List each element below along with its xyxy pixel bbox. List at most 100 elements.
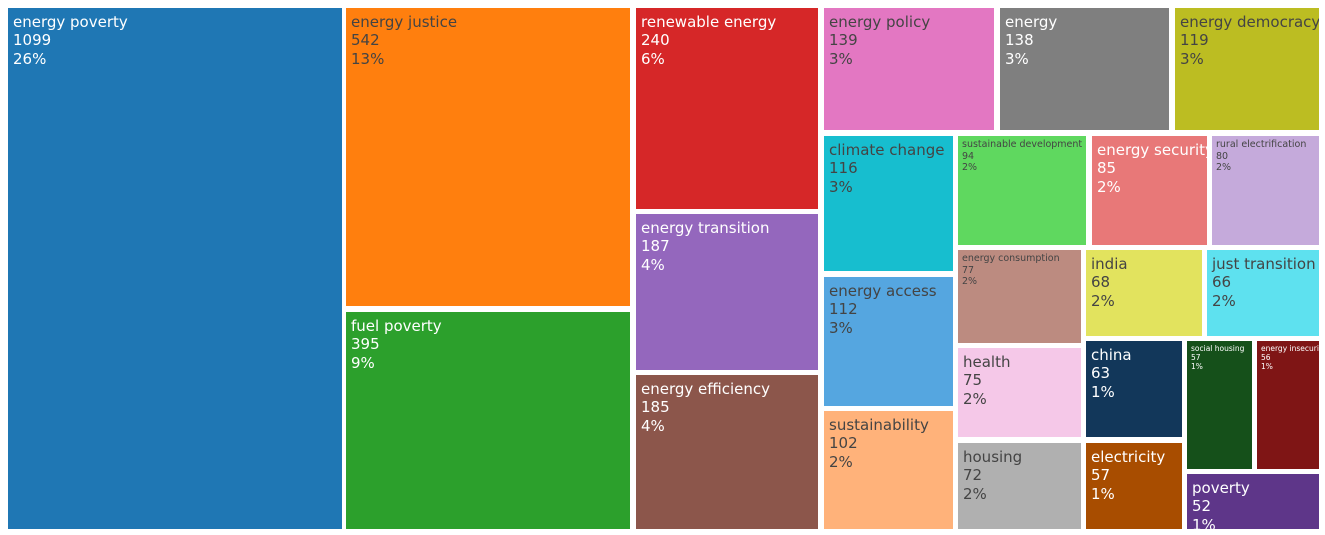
tile-percent: 1% bbox=[1091, 484, 1115, 503]
tile-percent: 4% bbox=[641, 255, 665, 274]
tile-percent: 3% bbox=[829, 177, 853, 196]
treemap-tile: energy transition 187 4% bbox=[636, 214, 818, 370]
tile-label: health bbox=[963, 353, 1011, 371]
treemap-tile: sustainable development 94 2% bbox=[958, 136, 1086, 245]
tile-value: 112 bbox=[829, 300, 858, 319]
treemap-tile: energy insecurity561% bbox=[1257, 341, 1319, 469]
tile-value: 72 bbox=[963, 466, 983, 485]
tile-percent: 2% bbox=[829, 452, 853, 471]
treemap-tile: energy access 112 3% bbox=[824, 277, 953, 406]
treemap-tile: india 68 2% bbox=[1086, 250, 1202, 336]
treemap-tile: energy poverty 1099 26% bbox=[8, 8, 342, 529]
treemap-tile: just transition 66 2% bbox=[1207, 250, 1319, 336]
tile-percent: 6% bbox=[641, 49, 665, 68]
tile-value: 63 bbox=[1091, 364, 1111, 383]
tile-label: energy policy bbox=[829, 13, 931, 31]
tile-label: china bbox=[1091, 346, 1132, 364]
tile-label: electricity bbox=[1091, 448, 1166, 466]
tile-percent: 1% bbox=[1261, 362, 1273, 372]
tile-value: 56 bbox=[1261, 353, 1271, 363]
tile-percent: 3% bbox=[829, 49, 853, 68]
tile-percent: 2% bbox=[963, 484, 987, 503]
tile-percent: 1% bbox=[1091, 382, 1115, 401]
tile-value: 119 bbox=[1180, 31, 1209, 50]
treemap-tile: electricity 57 1% bbox=[1086, 443, 1182, 529]
tile-value: 139 bbox=[829, 31, 858, 50]
tile-value: 57 bbox=[1091, 466, 1111, 485]
tile-value: 52 bbox=[1192, 497, 1212, 516]
tile-label: just transition bbox=[1212, 255, 1316, 273]
tile-label: energy insecurity bbox=[1261, 344, 1319, 353]
tile-label: energy democracy bbox=[1180, 13, 1319, 31]
treemap-tile: energy consumption 77 2% bbox=[958, 250, 1081, 343]
tile-label: social housing bbox=[1191, 344, 1245, 353]
tile-label: rural electrification bbox=[1216, 139, 1307, 150]
tile-percent: 3% bbox=[1005, 49, 1029, 68]
treemap-tile: health 75 2% bbox=[958, 348, 1081, 437]
tile-value: 68 bbox=[1091, 273, 1111, 292]
tile-label: energy security bbox=[1097, 141, 1207, 159]
tile-label: fuel poverty bbox=[351, 317, 442, 335]
tile-label: climate change bbox=[829, 141, 945, 159]
tile-value: 542 bbox=[351, 31, 380, 50]
tile-label: energy transition bbox=[641, 219, 770, 237]
treemap-tile: china 63 1% bbox=[1086, 341, 1182, 437]
treemap-tile: energy democracy 119 3% bbox=[1175, 8, 1319, 130]
tile-label: energy poverty bbox=[13, 13, 128, 31]
tile-label: energy efficiency bbox=[641, 380, 771, 398]
tile-label: renewable energy bbox=[641, 13, 777, 31]
tile-value: 66 bbox=[1212, 273, 1232, 292]
tile-label: sustainable development bbox=[962, 139, 1083, 150]
tile-percent: 13% bbox=[351, 49, 385, 68]
treemap-tile: energy 138 3% bbox=[1000, 8, 1169, 130]
tile-value: 80 bbox=[1216, 150, 1229, 162]
tile-value: 240 bbox=[641, 31, 670, 50]
treemap-tile: energy justice 542 13% bbox=[346, 8, 630, 306]
tile-percent: 4% bbox=[641, 416, 665, 435]
tile-label: energy consumption bbox=[962, 253, 1060, 264]
treemap-tile: rural electrification 80 2% bbox=[1212, 136, 1319, 245]
tile-percent: 1% bbox=[1192, 515, 1216, 529]
tile-value: 94 bbox=[962, 150, 975, 162]
treemap-tile: fuel poverty 395 9% bbox=[346, 312, 630, 529]
tile-value: 187 bbox=[641, 237, 670, 256]
tile-value: 116 bbox=[829, 159, 858, 178]
tile-value: 138 bbox=[1005, 31, 1034, 50]
tile-label: sustainability bbox=[829, 416, 929, 434]
tile-percent: 2% bbox=[1097, 177, 1121, 196]
tile-percent: 2% bbox=[1091, 291, 1115, 310]
treemap-tile: social housing 57 1% bbox=[1187, 341, 1252, 469]
treemap-tile: poverty 52 1% bbox=[1187, 474, 1319, 529]
tile-value: 57 bbox=[1191, 353, 1201, 363]
tile-percent: 2% bbox=[962, 276, 978, 288]
tile-percent: 2% bbox=[1212, 291, 1236, 310]
treemap-tile: energy security 85 2% bbox=[1092, 136, 1207, 245]
tile-label: housing bbox=[963, 448, 1023, 466]
tile-percent: 2% bbox=[1216, 162, 1232, 174]
tile-value: 77 bbox=[962, 264, 975, 276]
tile-value: 85 bbox=[1097, 159, 1117, 178]
treemap-tile: climate change 116 3% bbox=[824, 136, 953, 271]
tile-value: 1099 bbox=[13, 31, 52, 50]
tile-value: 395 bbox=[351, 335, 380, 354]
tile-percent: 9% bbox=[351, 353, 375, 372]
tile-percent: 3% bbox=[829, 318, 853, 337]
tile-value: 185 bbox=[641, 398, 670, 417]
tile-label: india bbox=[1091, 255, 1128, 273]
treemap-tile: energy efficiency 185 4% bbox=[636, 375, 818, 529]
treemap-tile: housing 72 2% bbox=[958, 443, 1081, 529]
tile-percent: 1% bbox=[1191, 362, 1203, 372]
tile-value: 102 bbox=[829, 434, 858, 453]
tile-percent: 3% bbox=[1180, 49, 1204, 68]
treemap-tile: sustainability 102 2% bbox=[824, 411, 953, 529]
tile-value: 75 bbox=[963, 371, 983, 390]
treemap-tile: renewable energy 240 6% bbox=[636, 8, 818, 209]
tile-label: energy access bbox=[829, 282, 937, 300]
tile-percent: 2% bbox=[962, 162, 978, 174]
tile-label: energy justice bbox=[351, 13, 458, 31]
tile-percent: 2% bbox=[963, 389, 987, 408]
tile-percent: 26% bbox=[13, 49, 47, 68]
tile-label: poverty bbox=[1192, 479, 1250, 497]
tile-label: energy bbox=[1005, 13, 1058, 31]
